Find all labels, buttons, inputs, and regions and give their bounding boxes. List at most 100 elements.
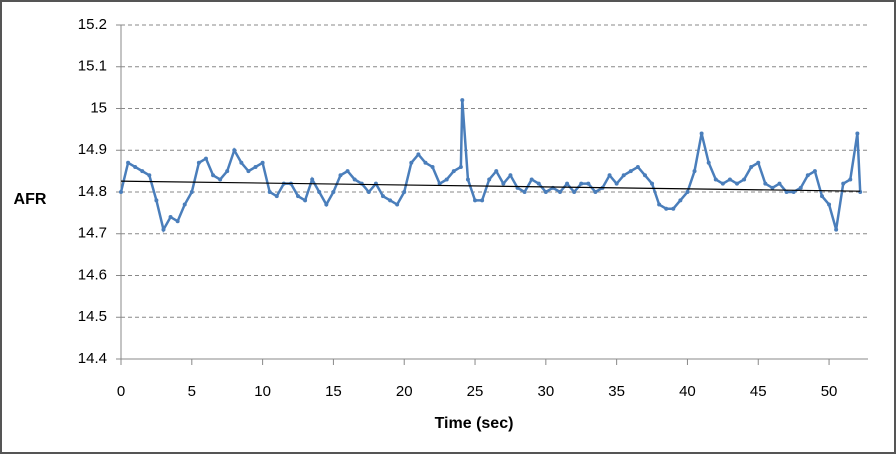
data-point bbox=[756, 160, 761, 165]
x-tick-label: 10 bbox=[254, 383, 271, 400]
data-point bbox=[444, 177, 449, 182]
data-point bbox=[359, 181, 364, 186]
data-point bbox=[805, 173, 810, 178]
y-tick-label: 14.8 bbox=[78, 183, 107, 200]
y-tick-label: 15 bbox=[90, 99, 107, 116]
data-point bbox=[175, 219, 180, 224]
data-point bbox=[317, 190, 322, 194]
data-point bbox=[296, 194, 301, 199]
y-axis-title: AFR bbox=[14, 191, 47, 208]
x-tick-label: 20 bbox=[396, 383, 413, 400]
data-point bbox=[678, 198, 683, 203]
y-tick-label: 14.4 bbox=[78, 350, 107, 367]
data-point bbox=[225, 169, 230, 174]
data-point bbox=[303, 198, 308, 203]
x-tick-label: 35 bbox=[608, 383, 625, 400]
data-point bbox=[777, 181, 782, 186]
data-point bbox=[692, 169, 697, 174]
data-point bbox=[628, 169, 633, 174]
data-point bbox=[784, 190, 789, 194]
data-point bbox=[458, 164, 463, 169]
data-point bbox=[465, 177, 470, 182]
data-point bbox=[855, 131, 860, 136]
data-point bbox=[593, 190, 598, 194]
x-tick-label: 30 bbox=[537, 383, 554, 400]
data-point bbox=[798, 185, 803, 190]
data-point bbox=[147, 173, 152, 178]
data-point bbox=[621, 173, 626, 178]
data-point bbox=[473, 198, 478, 203]
data-point bbox=[508, 173, 513, 178]
x-tick-label: 50 bbox=[821, 383, 838, 400]
data-point bbox=[536, 181, 541, 186]
data-point bbox=[211, 173, 216, 178]
data-point bbox=[834, 227, 839, 232]
data-point bbox=[246, 169, 251, 174]
x-axis-title: Time (sec) bbox=[435, 415, 514, 432]
data-point bbox=[812, 169, 817, 174]
y-tick-label: 14.5 bbox=[78, 308, 107, 325]
data-point bbox=[310, 177, 315, 182]
data-point bbox=[409, 160, 414, 165]
data-point bbox=[841, 181, 846, 186]
data-point bbox=[529, 177, 534, 182]
x-tick-label: 45 bbox=[750, 383, 767, 400]
data-point bbox=[182, 202, 187, 207]
data-point bbox=[416, 152, 421, 157]
data-point bbox=[565, 181, 570, 186]
data-point bbox=[189, 190, 194, 194]
data-point bbox=[232, 148, 237, 153]
data-point bbox=[487, 177, 492, 182]
data-point bbox=[607, 173, 612, 178]
series-line bbox=[120, 180, 861, 192]
data-point bbox=[161, 227, 166, 232]
data-point bbox=[140, 169, 145, 174]
data-point bbox=[196, 160, 201, 165]
data-point bbox=[274, 194, 279, 199]
data-point bbox=[557, 190, 562, 194]
data-point bbox=[791, 190, 796, 194]
y-tick-label: 15.1 bbox=[78, 58, 107, 75]
data-point bbox=[460, 98, 465, 103]
data-point bbox=[572, 190, 577, 194]
data-point bbox=[267, 190, 272, 194]
data-point bbox=[522, 190, 527, 194]
y-tick-label: 15.2 bbox=[78, 16, 107, 33]
data-point bbox=[345, 169, 350, 174]
data-point bbox=[203, 156, 208, 161]
data-point bbox=[699, 131, 704, 136]
data-point bbox=[494, 169, 499, 174]
data-point bbox=[735, 181, 740, 186]
data-point bbox=[763, 181, 768, 186]
data-point bbox=[480, 198, 485, 203]
data-point bbox=[423, 160, 428, 165]
data-point bbox=[657, 202, 662, 207]
data-point bbox=[430, 164, 435, 169]
x-tick-label: 40 bbox=[679, 383, 696, 400]
x-tick-label: 25 bbox=[467, 383, 484, 400]
data-point bbox=[664, 206, 669, 211]
data-point bbox=[848, 177, 853, 182]
data-point bbox=[380, 194, 385, 199]
x-tick-label: 0 bbox=[117, 383, 125, 400]
data-point bbox=[451, 169, 456, 174]
data-point bbox=[388, 198, 393, 203]
data-point bbox=[366, 190, 371, 194]
data-point bbox=[218, 177, 223, 182]
data-point bbox=[819, 194, 824, 199]
data-point bbox=[713, 177, 718, 182]
y-tick-label: 14.7 bbox=[78, 225, 107, 242]
data-point bbox=[437, 181, 442, 186]
data-point bbox=[260, 160, 265, 165]
data-point bbox=[770, 185, 775, 190]
data-point bbox=[720, 181, 725, 186]
data-point bbox=[827, 202, 832, 207]
x-tick-label: 15 bbox=[325, 383, 342, 400]
data-point bbox=[253, 164, 258, 169]
data-point bbox=[154, 198, 159, 203]
data-point bbox=[650, 181, 655, 186]
data-point bbox=[324, 202, 329, 207]
